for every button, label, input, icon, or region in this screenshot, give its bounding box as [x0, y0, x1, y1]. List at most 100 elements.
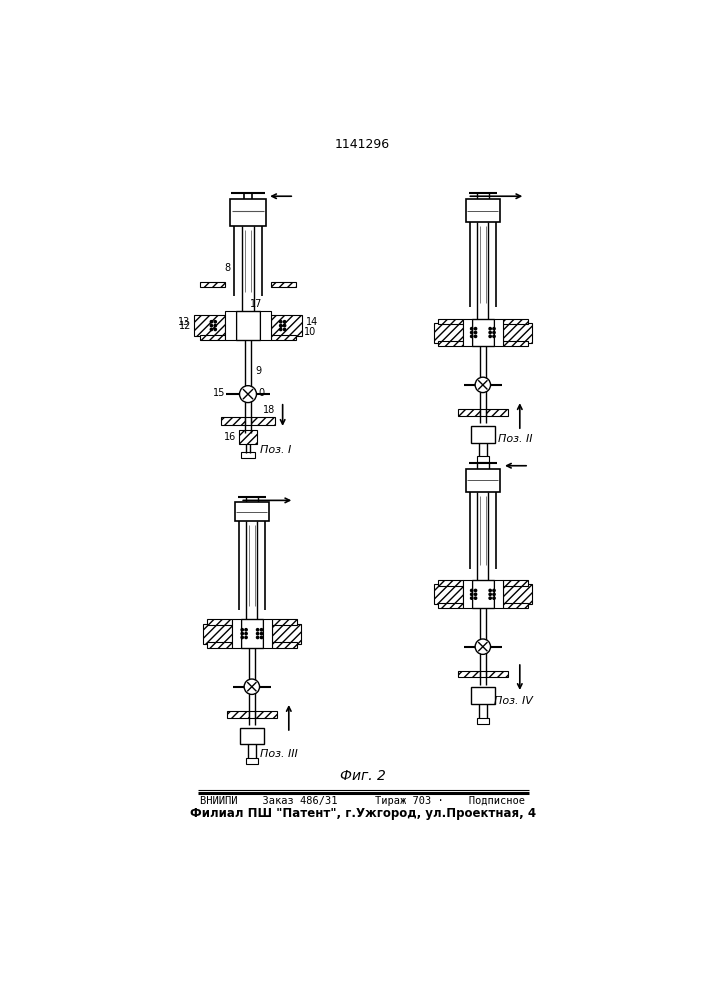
Bar: [486, 409, 508, 416]
Text: 9: 9: [255, 366, 261, 376]
Bar: [493, 319, 503, 346]
Circle shape: [210, 324, 213, 327]
Circle shape: [241, 629, 243, 631]
Circle shape: [489, 597, 491, 599]
Bar: [241, 452, 255, 458]
Text: Поз. III: Поз. III: [259, 749, 297, 759]
Bar: [251, 417, 275, 425]
Bar: [466, 199, 500, 222]
Bar: [235, 502, 269, 521]
Circle shape: [474, 593, 477, 595]
Bar: [480, 671, 486, 677]
Bar: [503, 584, 532, 604]
Circle shape: [284, 321, 286, 323]
Circle shape: [210, 328, 213, 331]
Bar: [271, 335, 296, 340]
Bar: [260, 311, 271, 340]
Circle shape: [475, 377, 491, 393]
Circle shape: [471, 331, 473, 334]
Bar: [472, 580, 493, 608]
Bar: [207, 619, 232, 625]
Text: 17: 17: [250, 299, 263, 309]
Bar: [477, 718, 489, 724]
Circle shape: [245, 636, 247, 639]
Bar: [433, 323, 463, 343]
Bar: [503, 341, 527, 346]
Text: ВНИИПИ    Заказ 486/31      Тираж 703 ·    Подписное: ВНИИПИ Заказ 486/31 Тираж 703 · Подписно…: [200, 796, 525, 806]
Bar: [246, 758, 258, 764]
Circle shape: [260, 636, 262, 639]
Bar: [194, 315, 225, 336]
Circle shape: [245, 632, 247, 635]
Text: Филиал ПШ "Патент", г.Ужгород, ул.Проектная, 4: Филиал ПШ "Патент", г.Ужгород, ул.Проект…: [189, 806, 536, 820]
Bar: [245, 417, 251, 425]
Circle shape: [210, 321, 213, 323]
Bar: [433, 584, 463, 604]
Circle shape: [493, 328, 495, 330]
Bar: [272, 642, 296, 648]
Bar: [271, 282, 296, 287]
Circle shape: [260, 629, 262, 631]
Circle shape: [471, 597, 473, 599]
Circle shape: [471, 589, 473, 592]
Bar: [239, 430, 257, 444]
Text: 15: 15: [213, 388, 225, 398]
Bar: [471, 687, 495, 704]
Bar: [200, 335, 225, 340]
Circle shape: [279, 324, 282, 327]
Bar: [207, 642, 232, 648]
Bar: [438, 319, 463, 324]
Bar: [503, 603, 527, 608]
Bar: [486, 671, 508, 677]
Bar: [477, 456, 489, 462]
Bar: [262, 619, 272, 648]
Text: 16: 16: [224, 432, 236, 442]
Bar: [221, 417, 245, 425]
Circle shape: [241, 632, 243, 635]
Circle shape: [489, 335, 491, 338]
Bar: [458, 409, 480, 416]
Text: 0: 0: [259, 388, 265, 398]
Circle shape: [489, 331, 491, 334]
Circle shape: [471, 593, 473, 595]
Circle shape: [245, 629, 247, 631]
Circle shape: [284, 324, 286, 327]
Circle shape: [214, 324, 216, 327]
Bar: [200, 282, 225, 287]
Bar: [503, 319, 527, 324]
Circle shape: [279, 328, 282, 331]
Text: 10: 10: [304, 327, 317, 337]
Circle shape: [471, 335, 473, 338]
Text: 18: 18: [264, 405, 276, 415]
Bar: [438, 603, 463, 608]
Bar: [463, 580, 472, 608]
Circle shape: [241, 636, 243, 639]
Bar: [472, 319, 493, 346]
Circle shape: [489, 589, 491, 592]
Bar: [503, 580, 527, 586]
Circle shape: [260, 632, 262, 635]
Bar: [480, 409, 486, 416]
Text: 1141296: 1141296: [335, 138, 390, 151]
Circle shape: [474, 597, 477, 599]
Text: 14: 14: [305, 317, 318, 327]
Circle shape: [493, 589, 495, 592]
Bar: [493, 580, 503, 608]
Bar: [255, 711, 277, 718]
Circle shape: [493, 335, 495, 338]
Bar: [272, 624, 301, 644]
Circle shape: [257, 636, 259, 639]
Bar: [249, 711, 255, 718]
Bar: [463, 319, 472, 346]
Circle shape: [279, 321, 282, 323]
Bar: [230, 199, 266, 226]
Circle shape: [474, 589, 477, 592]
Bar: [471, 426, 495, 443]
Bar: [272, 619, 296, 625]
Text: Фиг. 2: Фиг. 2: [340, 769, 385, 783]
Circle shape: [475, 639, 491, 654]
Circle shape: [244, 679, 259, 694]
Text: 12: 12: [180, 321, 192, 331]
Bar: [240, 728, 264, 744]
Circle shape: [471, 328, 473, 330]
